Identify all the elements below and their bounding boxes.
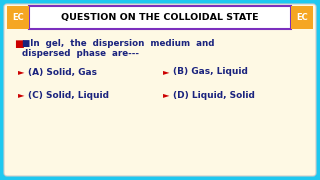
Text: ■In  gel,  the  dispersion  medium  and: ■In gel, the dispersion medium and: [22, 39, 214, 48]
FancyBboxPatch shape: [4, 4, 316, 176]
Text: ►: ►: [18, 91, 25, 100]
Text: EC: EC: [296, 13, 308, 22]
Text: (A) Solid, Gas: (A) Solid, Gas: [28, 68, 97, 76]
Text: dispersed  phase  are---: dispersed phase are---: [22, 50, 139, 59]
Text: (D) Liquid, Solid: (D) Liquid, Solid: [173, 91, 255, 100]
Text: ►: ►: [163, 91, 170, 100]
Text: ■: ■: [14, 39, 24, 49]
Text: QUESTION ON THE COLLOIDAL STATE: QUESTION ON THE COLLOIDAL STATE: [61, 13, 259, 22]
Bar: [29, 6, 291, 29]
Text: (C) Solid, Liquid: (C) Solid, Liquid: [28, 91, 109, 100]
Text: EC: EC: [12, 13, 24, 22]
Text: ►: ►: [163, 68, 170, 76]
Bar: [7, 6, 29, 29]
Text: (B) Gas, Liquid: (B) Gas, Liquid: [173, 68, 248, 76]
Text: ►: ►: [18, 68, 25, 76]
Bar: [291, 6, 313, 29]
